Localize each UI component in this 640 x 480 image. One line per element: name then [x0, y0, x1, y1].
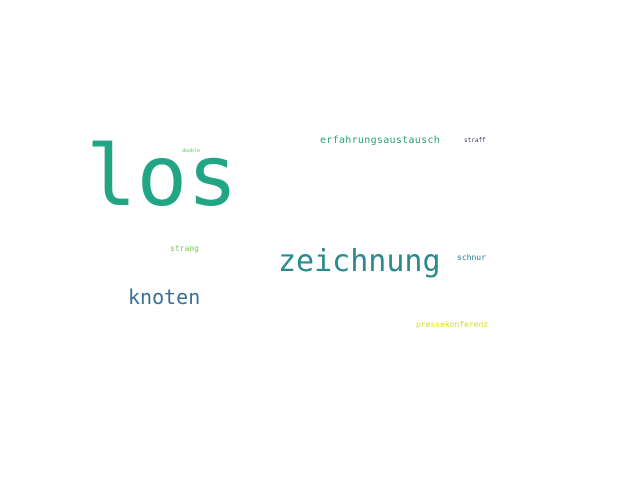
word-double: double — [182, 148, 201, 154]
word-los: los — [86, 127, 238, 225]
word-strang: strang — [170, 244, 199, 253]
word-erfahrungsaustausch: erfahrungsaustausch — [320, 135, 441, 146]
word-pressekonferenz: pressekonferenz — [416, 320, 489, 329]
word-straff: straff — [464, 137, 486, 144]
word-zeichnung: zeichnung — [278, 244, 441, 279]
word-schnur: schnur — [457, 253, 486, 262]
word-knoten: knoten — [128, 285, 201, 309]
